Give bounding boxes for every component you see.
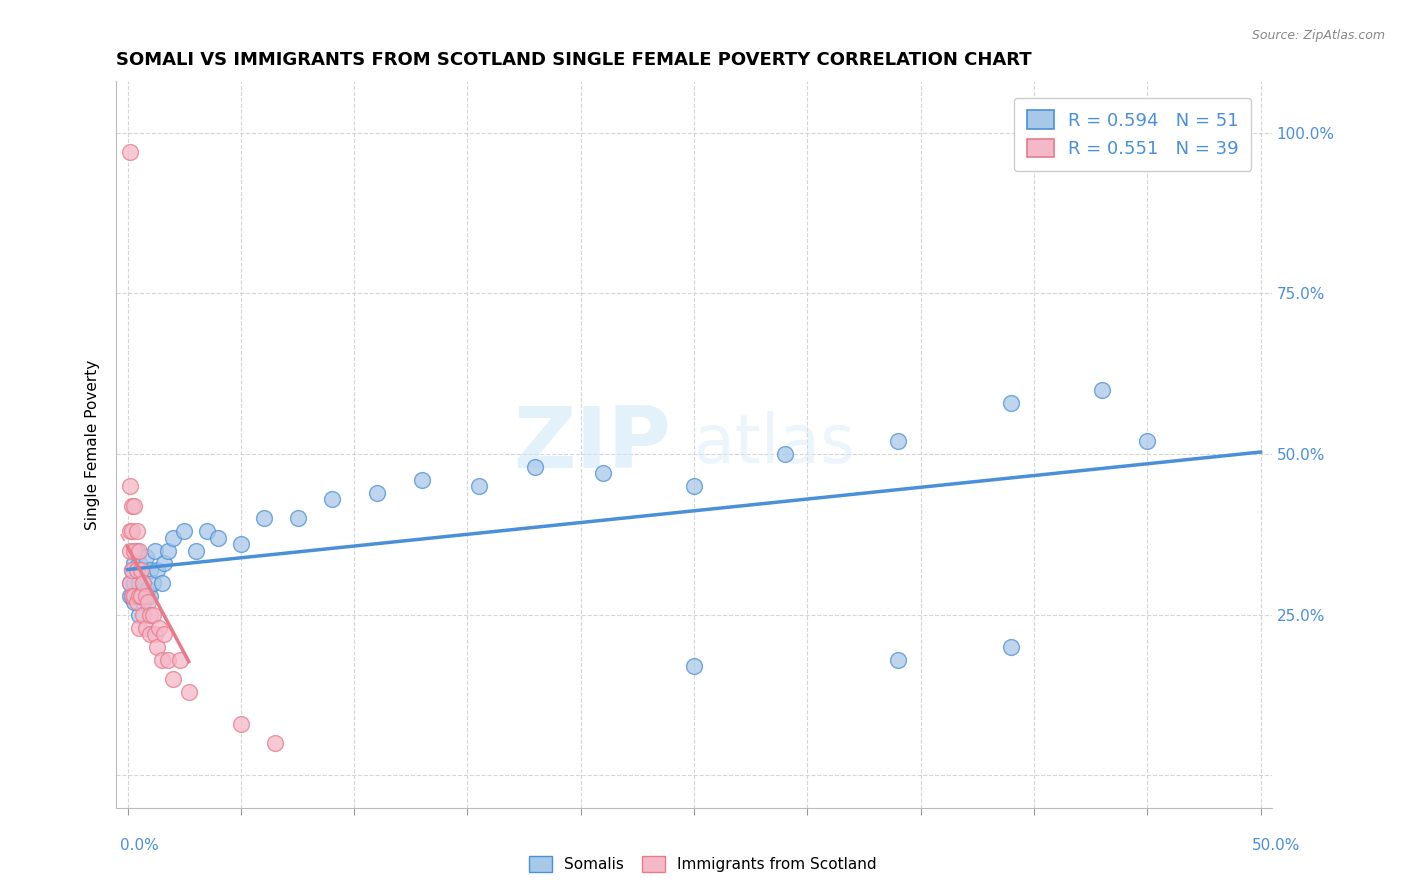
Point	[139, 607, 162, 622]
Point	[366, 485, 388, 500]
Point	[121, 589, 143, 603]
Point	[153, 627, 176, 641]
Point	[524, 460, 547, 475]
Point	[162, 672, 184, 686]
Point	[173, 524, 195, 539]
Point	[1091, 383, 1114, 397]
Legend: Somalis, Immigrants from Scotland: Somalis, Immigrants from Scotland	[522, 848, 884, 880]
Point	[411, 473, 433, 487]
Point	[124, 575, 146, 590]
Text: ZIP: ZIP	[513, 403, 671, 486]
Legend: R = 0.594   N = 51, R = 0.551   N = 39: R = 0.594 N = 51, R = 0.551 N = 39	[1014, 97, 1251, 170]
Text: SOMALI VS IMMIGRANTS FROM SCOTLAND SINGLE FEMALE POVERTY CORRELATION CHART: SOMALI VS IMMIGRANTS FROM SCOTLAND SINGL…	[117, 51, 1032, 69]
Point	[1000, 640, 1022, 654]
Point	[125, 563, 148, 577]
Y-axis label: Single Female Poverty: Single Female Poverty	[86, 359, 100, 530]
Point	[124, 499, 146, 513]
Point	[184, 543, 207, 558]
Point	[128, 621, 150, 635]
Point	[135, 549, 157, 564]
Point	[157, 543, 180, 558]
Point	[264, 736, 287, 750]
Point	[143, 627, 166, 641]
Point	[1000, 395, 1022, 409]
Point	[124, 589, 146, 603]
Point	[195, 524, 218, 539]
Point	[162, 531, 184, 545]
Point	[118, 575, 141, 590]
Point	[135, 589, 157, 603]
Point	[129, 589, 152, 603]
Point	[229, 537, 252, 551]
Point	[773, 447, 796, 461]
Point	[121, 563, 143, 577]
Point	[287, 511, 309, 525]
Point	[157, 653, 180, 667]
Point	[207, 531, 229, 545]
Point	[124, 557, 146, 571]
Point	[139, 589, 162, 603]
Point	[125, 563, 148, 577]
Point	[141, 607, 163, 622]
Point	[229, 717, 252, 731]
Point	[128, 557, 150, 571]
Point	[177, 685, 200, 699]
Point	[252, 511, 274, 525]
Point	[153, 557, 176, 571]
Point	[132, 575, 155, 590]
Point	[1136, 434, 1159, 449]
Point	[124, 543, 146, 558]
Point	[129, 563, 152, 577]
Point	[169, 653, 191, 667]
Point	[683, 479, 706, 493]
Text: atlas: atlas	[695, 411, 855, 477]
Point	[150, 653, 173, 667]
Point	[132, 607, 155, 622]
Text: 50.0%: 50.0%	[1253, 838, 1301, 853]
Point	[887, 434, 910, 449]
Point	[887, 653, 910, 667]
Point	[118, 145, 141, 159]
Point	[132, 595, 155, 609]
Point	[125, 589, 148, 603]
Point	[121, 563, 143, 577]
Point	[121, 589, 143, 603]
Text: Source: ZipAtlas.com: Source: ZipAtlas.com	[1251, 29, 1385, 42]
Point	[125, 595, 148, 609]
Point	[136, 595, 159, 609]
Point	[118, 524, 141, 539]
Point	[129, 589, 152, 603]
Point	[121, 499, 143, 513]
Point	[683, 659, 706, 673]
Point	[118, 589, 141, 603]
Point	[148, 621, 170, 635]
Text: 0.0%: 0.0%	[120, 838, 159, 853]
Point	[150, 575, 173, 590]
Point	[124, 595, 146, 609]
Point	[321, 492, 343, 507]
Point	[141, 575, 163, 590]
Point	[125, 524, 148, 539]
Point	[146, 563, 169, 577]
Point	[136, 582, 159, 596]
Point	[135, 589, 157, 603]
Point	[139, 627, 162, 641]
Point	[468, 479, 491, 493]
Point	[129, 563, 152, 577]
Point	[118, 575, 141, 590]
Point	[118, 543, 141, 558]
Point	[128, 607, 150, 622]
Point	[128, 543, 150, 558]
Point	[592, 467, 614, 481]
Point	[135, 621, 157, 635]
Point	[128, 575, 150, 590]
Point	[118, 479, 141, 493]
Point	[128, 589, 150, 603]
Point	[132, 575, 155, 590]
Point	[125, 543, 148, 558]
Point	[139, 563, 162, 577]
Point	[143, 543, 166, 558]
Point	[146, 640, 169, 654]
Point	[121, 524, 143, 539]
